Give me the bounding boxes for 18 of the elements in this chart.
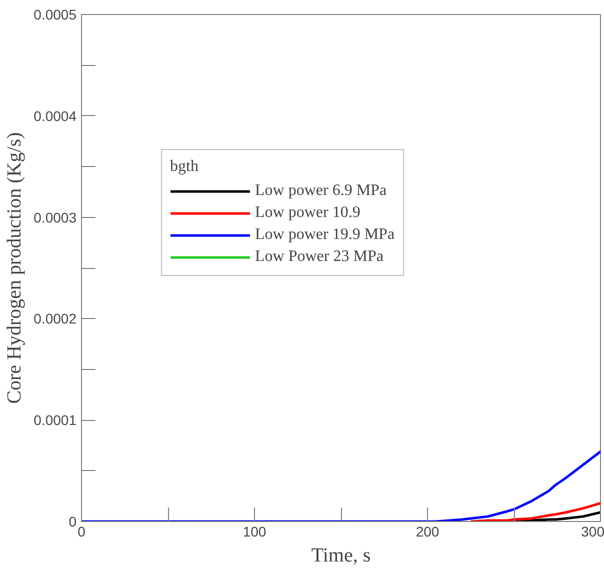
- legend-title: bgth: [170, 158, 200, 176]
- legend-label: Low power 10.9: [255, 204, 360, 222]
- x-tick-label: 100: [242, 524, 266, 540]
- legend-label: Low Power 23 MPa: [255, 248, 384, 266]
- y-tick-label: 0.0001: [34, 412, 77, 428]
- y-tick-label: 0.0002: [34, 310, 77, 327]
- x-tick-label: 200: [416, 524, 440, 540]
- y-tick-label: 0.0004: [34, 108, 77, 124]
- y-axis-title: Core Hydrogen production (Kg/s): [4, 132, 26, 404]
- line-series: [470, 502, 600, 522]
- x-axis-title: Time, s: [311, 544, 371, 566]
- y-tick-label: 0.0003: [34, 209, 77, 226]
- legend-label: Low power 6.9 MPa: [255, 182, 387, 200]
- x-tick-label: 300: [581, 524, 604, 540]
- y-tick-label: 0.0005: [34, 6, 77, 22]
- y-tick-label: 0: [68, 514, 77, 530]
- legend-label: Low power 19.9 MPa: [255, 226, 395, 244]
- line-series: [512, 511, 600, 522]
